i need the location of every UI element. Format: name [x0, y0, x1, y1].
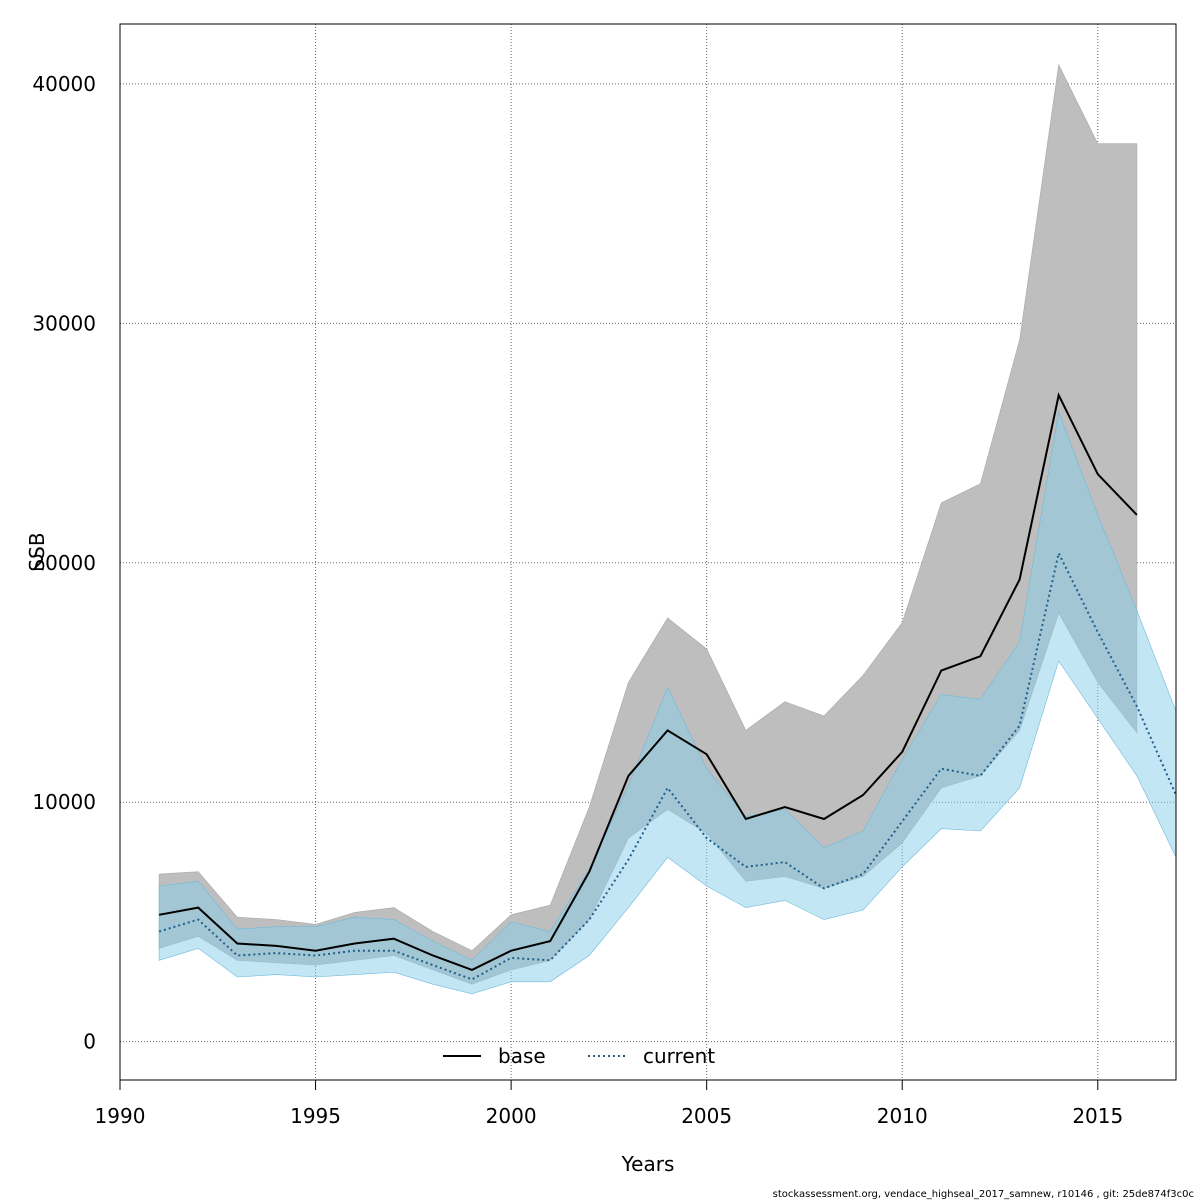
y-tick-label: 40000 — [32, 72, 96, 96]
x-tick-label: 2005 — [681, 1104, 732, 1128]
y-axis-title: SSB — [25, 532, 49, 571]
series-lines — [158, 392, 1177, 981]
x-tick-label: 1995 — [290, 1104, 341, 1128]
x-tick-label: 2010 — [877, 1104, 928, 1128]
y-tick-label: 20000 — [32, 551, 96, 575]
x-axis-title: Years — [621, 1152, 675, 1176]
legend-base-label: base — [498, 1044, 546, 1068]
y-tick-label: 10000 — [32, 790, 96, 814]
legend: base current — [443, 1044, 715, 1068]
x-tick-label: 2000 — [486, 1104, 537, 1128]
footer-credit: stockassessment.org, vendace_highseal_20… — [773, 1189, 1194, 1200]
y-tick-label: 0 — [83, 1030, 96, 1054]
x-tick-label: 2015 — [1072, 1104, 1123, 1128]
y-tick-label: 30000 — [32, 311, 96, 335]
line-base — [158, 392, 1138, 971]
x-tick-label: 1990 — [95, 1104, 146, 1128]
y-axis: 0 10000 20000 30000 40000 — [32, 24, 121, 1080]
line-current — [158, 550, 1177, 981]
x-axis: 1990 1995 2000 2005 2010 2015 — [95, 1079, 1176, 1128]
legend-current-label: current — [643, 1044, 715, 1068]
